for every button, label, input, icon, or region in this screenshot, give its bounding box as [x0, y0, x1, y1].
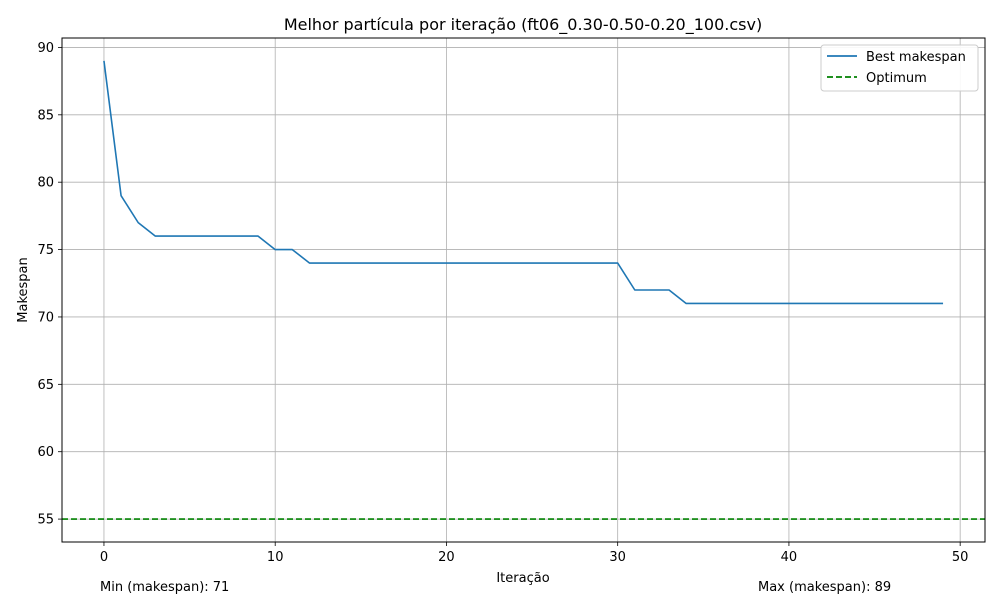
x-tick-label: 20 — [438, 550, 455, 565]
x-tick-label: 40 — [781, 550, 798, 565]
min-makespan-text: Min (makespan): 71 — [100, 580, 230, 595]
y-tick-label: 85 — [37, 108, 54, 123]
max-makespan-text: Max (makespan): 89 — [758, 580, 892, 595]
x-tick-label: 50 — [952, 550, 969, 565]
series-line-best-makespan — [103, 60, 944, 305]
axis-ticks: 0 10 20 30 40 50 55 60 65 70 75 80 85 90 — [37, 41, 968, 565]
x-axis-label: Iteração — [496, 571, 549, 586]
y-tick-label: 55 — [37, 513, 54, 528]
y-tick-label: 75 — [37, 243, 54, 258]
y-axis-label: Makespan — [16, 257, 31, 322]
y-tick-label: 70 — [37, 310, 54, 325]
x-tick-label: 0 — [100, 550, 108, 565]
chart-title: Melhor partícula por iteração (ft06_0.30… — [284, 15, 762, 35]
y-tick-label: 80 — [37, 176, 54, 191]
grid — [62, 38, 985, 542]
legend-label-optimum: Optimum — [866, 71, 927, 86]
legend-label-best-makespan: Best makespan — [866, 50, 966, 65]
legend: Best makespan Optimum — [820, 44, 979, 92]
legend-box — [820, 44, 979, 92]
series-layer — [62, 60, 985, 520]
x-tick-label: 10 — [267, 550, 284, 565]
y-tick-label: 65 — [37, 378, 54, 393]
plot-frame — [61, 37, 986, 543]
y-tick-label: 90 — [37, 41, 54, 56]
x-tick-label: 30 — [609, 550, 626, 565]
y-tick-label: 60 — [37, 445, 54, 460]
